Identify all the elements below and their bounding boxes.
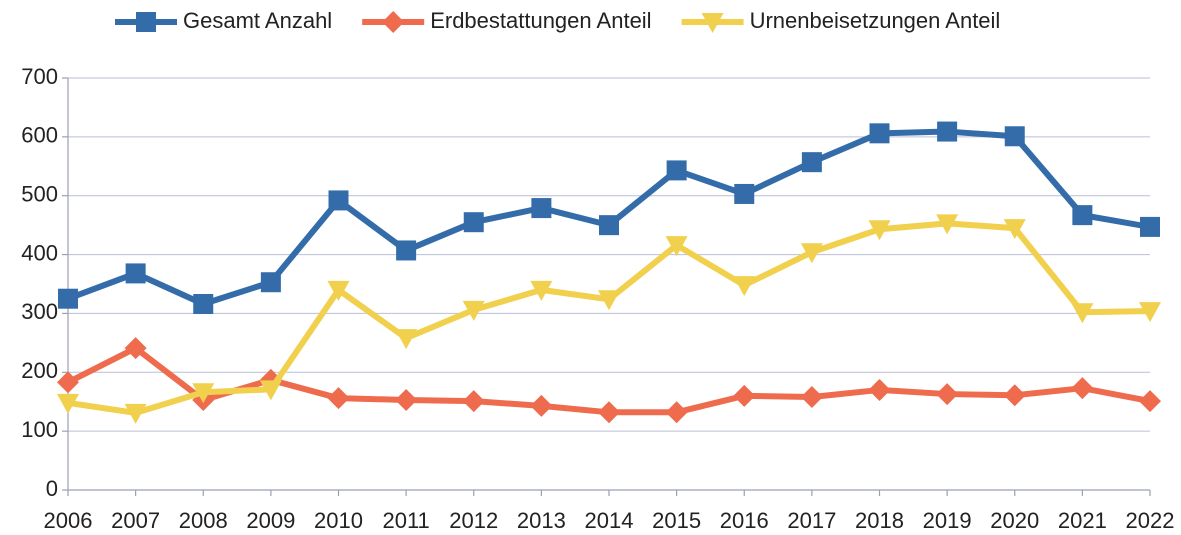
x-tick-label: 2017 [787,508,836,533]
x-tick-label: 2007 [111,508,160,533]
data-point [665,236,688,257]
legend-marker [382,11,405,33]
x-tick-label: 2014 [585,508,634,533]
x-tick-label: 2020 [990,508,1039,533]
x-tick-label: 2018 [855,508,904,533]
data-point [327,387,350,410]
data-point [531,198,552,219]
x-tick-label: 2015 [652,508,701,533]
legend-marker [136,12,156,32]
y-tick-label: 700 [21,64,58,89]
data-point [396,240,417,261]
y-tick-label: 100 [21,417,58,442]
y-tick-label: 0 [46,476,58,501]
data-point [800,386,823,409]
data-point [1003,384,1026,407]
x-tick-label: 2021 [1058,508,1107,533]
data-point [530,394,553,417]
data-point [1140,216,1160,237]
data-point [124,337,147,360]
y-tick-label: 200 [21,358,58,383]
data-point [733,384,756,407]
x-tick-label: 2016 [720,508,769,533]
data-point [599,215,619,236]
data-point [463,212,484,233]
data-point [57,393,79,414]
data-point [328,190,349,211]
series-line [67,220,1151,416]
data-point [1071,303,1094,324]
data-point [666,160,687,181]
data-point [462,300,485,321]
x-tick-label: 2019 [923,508,972,533]
data-point [801,152,822,173]
x-tick-label: 2008 [179,508,228,533]
legend-label: Urnenbeisetzungen Anteil [750,8,1001,33]
x-tick-label: 2022 [1126,508,1175,533]
data-point [1004,126,1025,147]
data-point [57,371,79,394]
y-tick-label: 600 [21,123,58,148]
data-point [1003,219,1026,240]
legend-label: Gesamt Anzahl [183,8,332,33]
data-point [58,288,78,309]
data-point [936,214,959,235]
data-point [936,383,959,406]
x-tick-label: 2010 [314,508,363,533]
data-point [193,294,214,315]
data-point [1139,302,1161,323]
y-tick-label: 500 [21,182,58,207]
data-point [1139,390,1161,413]
data-point [598,401,620,424]
data-point [395,329,418,350]
data-point [868,220,891,241]
x-tick-label: 2013 [517,508,566,533]
data-point [665,401,688,424]
x-tick-label: 2012 [449,508,498,533]
data-point [598,290,620,311]
data-point [124,403,147,424]
data-point [868,378,891,401]
data-point [937,121,958,142]
y-tick-label: 300 [21,299,58,324]
data-point [733,276,756,297]
data-point [125,263,146,284]
legend-label: Erdbestattungen Anteil [430,8,651,33]
data-point [869,123,890,144]
data-point [734,183,755,204]
data-point [1071,377,1094,400]
y-tick-label: 400 [21,240,58,265]
x-tick-label: 2011 [382,508,429,533]
data-point [462,390,485,413]
data-point [395,388,418,411]
x-tick-label: 2006 [44,508,93,533]
data-point [259,380,282,401]
legend-marker [701,13,724,33]
data-point [1072,205,1093,226]
data-point [192,383,215,404]
data-point [260,272,281,293]
data-point [327,280,350,301]
data-point [800,243,823,264]
x-tick-label: 2009 [246,508,295,533]
data-point [530,280,553,301]
